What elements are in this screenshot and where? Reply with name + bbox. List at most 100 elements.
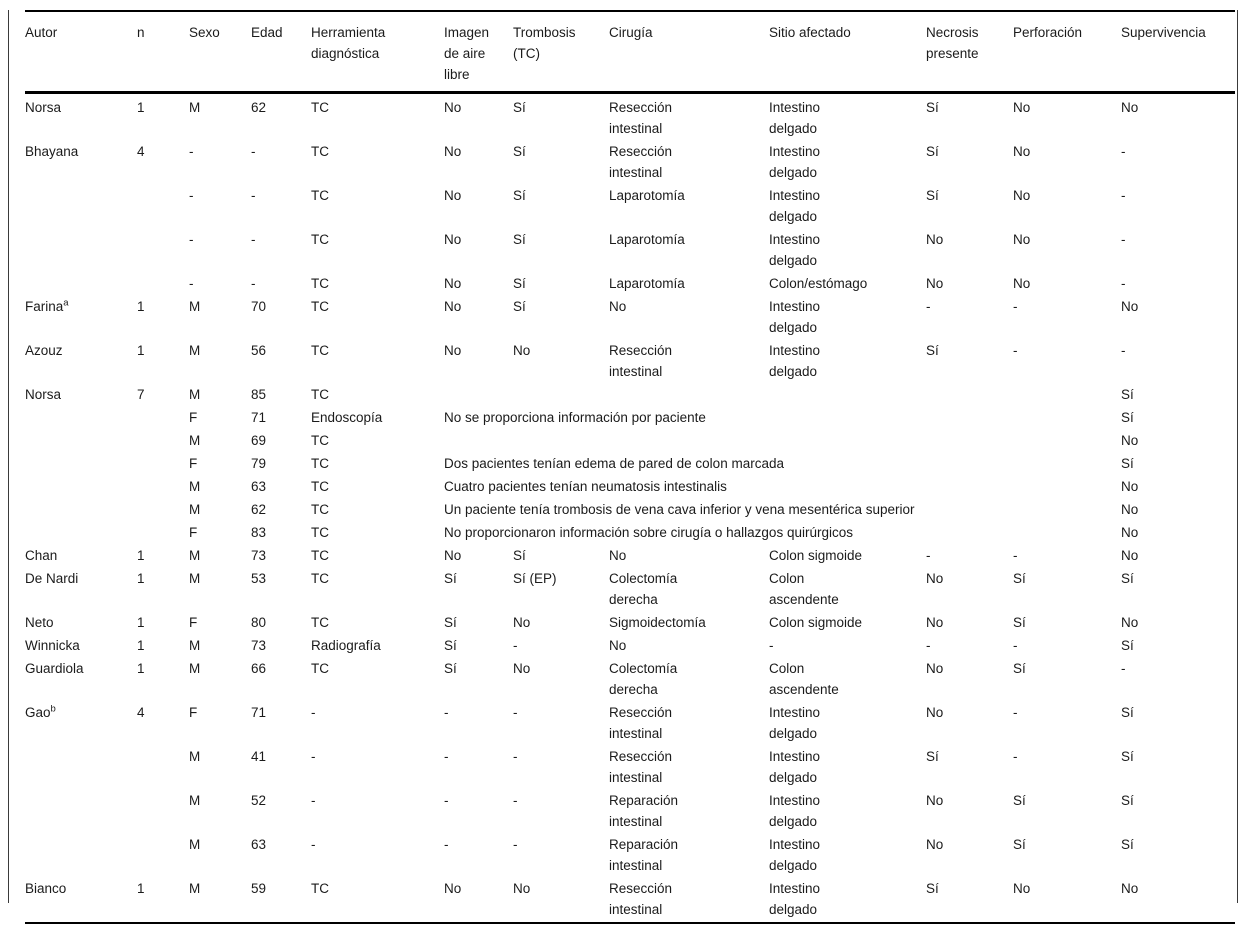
cell-cirugia: Reparación intestinal (609, 793, 679, 829)
cell-sitio: Intestino delgado (769, 343, 821, 379)
cell-imagen: No (444, 881, 462, 896)
cell-note (444, 384, 1121, 407)
column-header-cirugia: Cirugía (609, 11, 769, 94)
cell-sitio: Intestino delgado (769, 793, 821, 829)
cell-edad: 70 (251, 299, 267, 314)
cell-cirugia: Laparotomía (609, 188, 685, 203)
cell-supervivencia: - (1121, 144, 1126, 159)
cell-autor (25, 407, 137, 430)
cell-perforacion: Sí (1013, 793, 1026, 808)
cell-herramienta: TC (311, 548, 329, 563)
cell-perforacion: No (1013, 881, 1031, 896)
cell-imagen: Sí (444, 661, 457, 676)
cell-edad: 59 (251, 881, 267, 896)
table-left-rule (8, 10, 9, 903)
cell-edad: 63 (251, 479, 267, 494)
cell-perforacion: - (1013, 638, 1018, 653)
cell-edad: 69 (251, 433, 267, 448)
cell-autor (25, 522, 137, 545)
cell-n (137, 834, 189, 878)
cell-necrosis: No (926, 793, 944, 808)
cell-trombosis: No (513, 661, 531, 676)
cell-herramienta: TC (311, 881, 329, 896)
cell-sexo: - (189, 276, 194, 291)
cell-sexo: M (189, 299, 201, 314)
cell-perforacion: - (1013, 705, 1018, 720)
cell-edad: 73 (251, 548, 267, 563)
cell-perforacion: Sí (1013, 615, 1026, 630)
column-header-herramienta: Herramienta diagnóstica (311, 11, 444, 94)
table-row: M 52 - - - Reparación intestinal Intestino del… (25, 790, 1235, 834)
cell-cirugia: Resección intestinal (609, 749, 673, 785)
cell-trombosis: Sí (513, 276, 526, 291)
cell-trombosis: Sí (513, 232, 526, 247)
cell-necrosis: Sí (926, 188, 939, 203)
cell-trombosis: Sí (EP) (513, 571, 557, 586)
column-header-autor: Autor (25, 11, 137, 94)
cell-trombosis: - (513, 638, 518, 653)
cell-perforacion: No (1013, 276, 1031, 291)
cell-perforacion: No (1013, 144, 1031, 159)
cell-n: 4 (137, 705, 145, 720)
cell-edad: 66 (251, 661, 267, 676)
cell-autor (25, 430, 137, 453)
cell-imagen: No (444, 144, 462, 159)
cell-autor (25, 273, 137, 296)
table-row: Norsa 7 M 85 TC Sí (25, 384, 1235, 407)
cell-necrosis: Sí (926, 881, 939, 896)
cell-imagen: Sí (444, 571, 457, 586)
cell-edad: 85 (251, 387, 267, 402)
cell-imagen: Sí (444, 615, 457, 630)
cell-autor: Bianco (25, 881, 67, 896)
column-header-perforacion: Perforación (1013, 11, 1121, 94)
table-row: F 79 TC Dos pacientes tenían edema de pared… (25, 453, 1235, 476)
cell-supervivencia: Sí (1121, 456, 1134, 471)
cell-herramienta: TC (311, 144, 329, 159)
cell-n: 1 (137, 638, 145, 653)
cell-sitio: Intestino delgado (769, 232, 821, 268)
table-row: Bianco 1 M 59 TC No No Resección intestinal Inte… (25, 878, 1235, 923)
cell-sexo: F (189, 456, 198, 471)
cell-edad: 80 (251, 615, 267, 630)
cell-supervivencia: No (1121, 615, 1139, 630)
cell-n: 1 (137, 299, 145, 314)
cell-trombosis: Sí (513, 299, 526, 314)
cell-sitio: Intestino delgado (769, 881, 821, 917)
table-row: M 63 TC Cuatro pacientes tenían neumatosis … (25, 476, 1235, 499)
cell-herramienta: TC (311, 571, 329, 586)
cell-autor (25, 185, 137, 229)
cell-cirugia: Laparotomía (609, 232, 685, 247)
cell-autor: Chan (25, 548, 58, 563)
cell-necrosis: Sí (926, 343, 939, 358)
cell-supervivencia: - (1121, 188, 1126, 203)
cell-sexo: M (189, 571, 201, 586)
cell-sitio: Intestino delgado (769, 749, 821, 785)
cell-cirugia: Reparación intestinal (609, 837, 679, 873)
cell-necrosis: Sí (926, 144, 939, 159)
cell-imagen: No (444, 188, 462, 203)
column-header-necrosis: Necrosis presente (926, 11, 1013, 94)
cell-cirugia: Laparotomía (609, 276, 685, 291)
cell-cirugia: No (609, 548, 627, 563)
cell-n: 1 (137, 100, 145, 115)
cell-autor: Farinaa (25, 297, 69, 314)
cell-autor (25, 476, 137, 499)
cell-imagen: No (444, 299, 462, 314)
cell-cirugia: Sigmoidectomía (609, 615, 706, 630)
table-row: M 69 TC No (25, 430, 1235, 453)
cell-perforacion: No (1013, 232, 1031, 247)
author-footnote-marker: a (63, 297, 69, 309)
cell-edad: - (251, 232, 256, 247)
cell-note: No se proporciona información por pacien… (444, 410, 706, 425)
cell-autor: Bhayana (25, 144, 79, 159)
cell-necrosis: No (926, 276, 944, 291)
cell-edad: 53 (251, 571, 267, 586)
cell-sexo: M (189, 433, 201, 448)
column-header-trombosis: Trombosis (TC) (513, 11, 609, 94)
cell-perforacion: - (1013, 343, 1018, 358)
column-header-n: n (137, 11, 189, 94)
cell-edad: 41 (251, 749, 267, 764)
table-row: Guardiola 1 M 66 TC Sí No Colectomía derecha Col… (25, 658, 1235, 702)
cell-sitio: Intestino delgado (769, 188, 821, 224)
cell-sexo: M (189, 881, 201, 896)
